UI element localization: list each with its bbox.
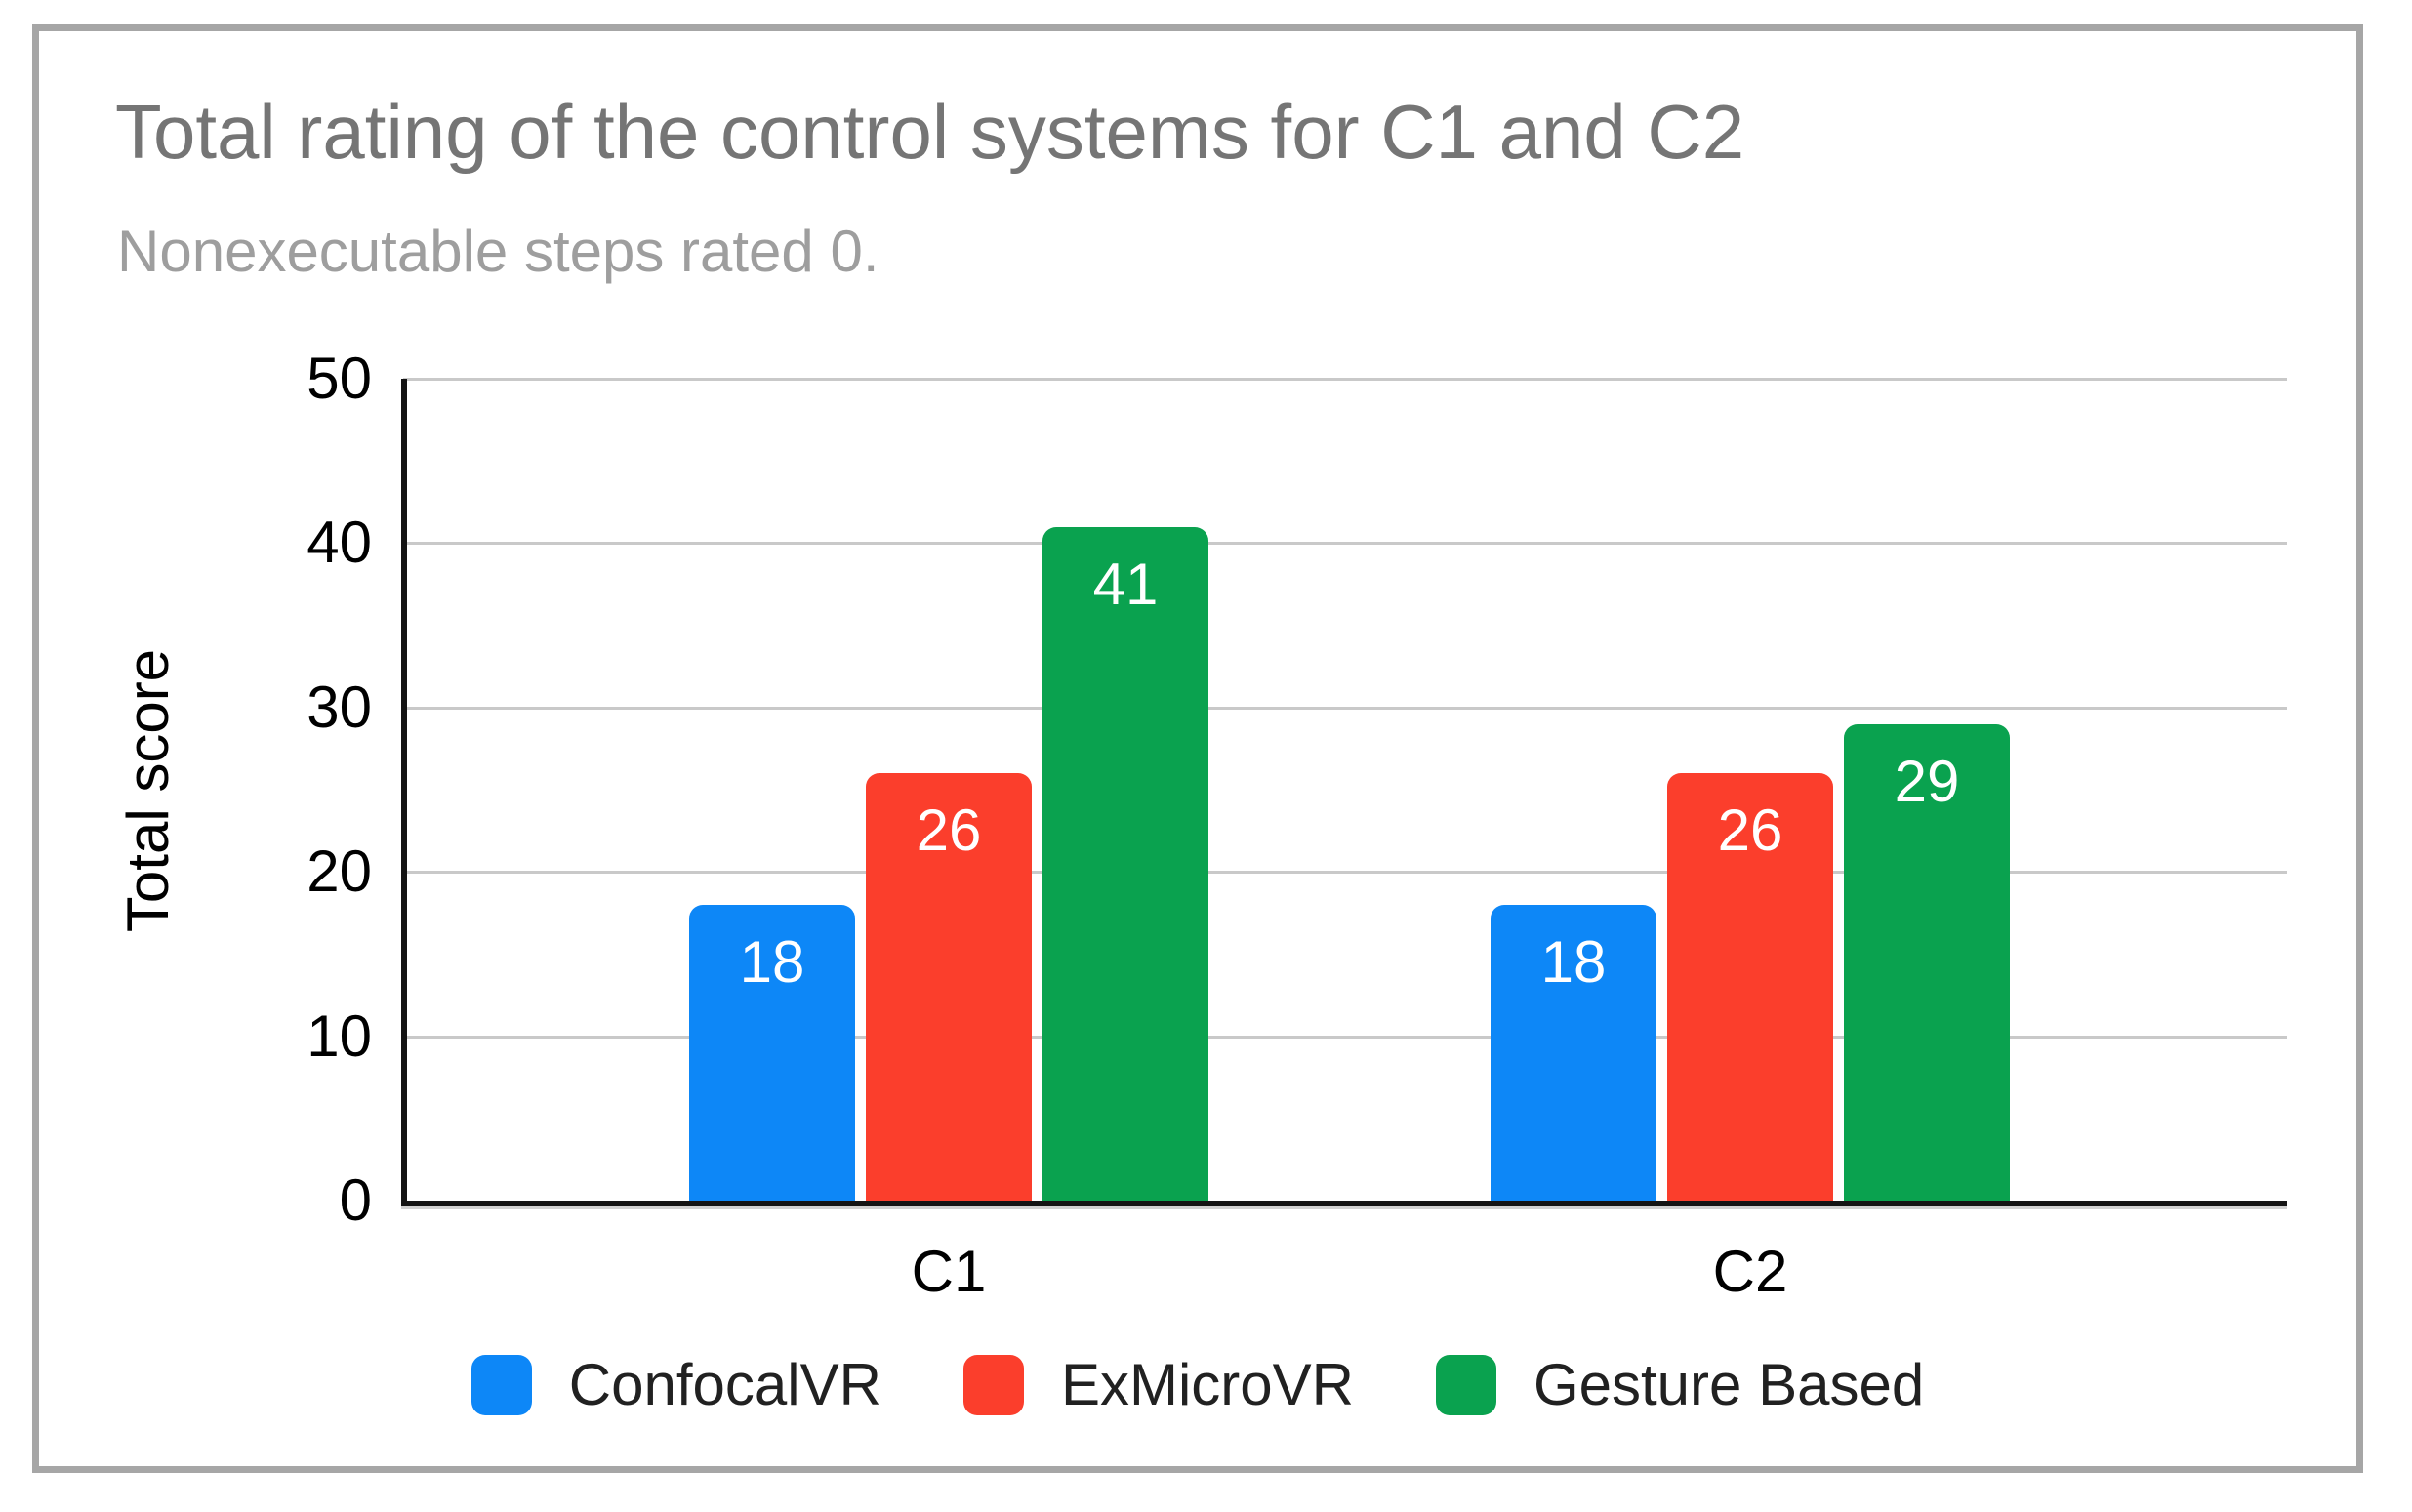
y-tick-label: 30: [307, 674, 372, 740]
bar-value-label: 26: [1717, 797, 1783, 863]
legend-label: ExMicroVR: [1060, 1352, 1354, 1417]
x-category-label: C1: [911, 1239, 987, 1304]
legend-item: Gesture Based: [1435, 1351, 1925, 1418]
chart-subtitle: Nonexecutable steps rated 0.: [117, 219, 879, 284]
bar: 41: [1042, 527, 1208, 1201]
legend-swatch: [470, 1354, 532, 1415]
legend-swatch: [962, 1354, 1024, 1415]
legend-item: ConfocalVR: [470, 1351, 881, 1418]
gridline: [403, 378, 2287, 381]
bar: 26: [866, 773, 1032, 1201]
chart-title: Total rating of the control systems for …: [115, 89, 1745, 175]
bar-value-label: 18: [1540, 929, 1607, 995]
chart-legend: ConfocalVR ExMicroVR Gesture Based: [39, 1351, 2356, 1418]
gridline: [403, 542, 2287, 546]
legend-item: ExMicroVR: [962, 1351, 1354, 1418]
y-tick-label: 50: [307, 346, 372, 411]
bar-value-label: 41: [1092, 552, 1159, 617]
y-tick-label: 40: [307, 510, 372, 576]
bar-value-label: 18: [739, 929, 805, 995]
y-axis-line: [401, 379, 407, 1206]
bar-value-label: 26: [916, 797, 982, 863]
y-tick-label: 10: [307, 1002, 372, 1069]
legend-swatch: [1435, 1354, 1496, 1415]
bar: 18: [1491, 905, 1656, 1201]
bar: 18: [689, 905, 855, 1201]
legend-label: ConfocalVR: [568, 1352, 881, 1417]
gridline: [403, 871, 2287, 875]
bar-group: 18 26 29: [1491, 724, 2010, 1201]
legend-label: Gesture Based: [1533, 1352, 1925, 1417]
bar: 26: [1667, 773, 1833, 1201]
y-tick-label: 20: [307, 838, 372, 905]
bar-group: 18 26 41: [689, 527, 1208, 1201]
chart-frame: Total rating of the control systems for …: [32, 24, 2363, 1473]
bar-value-label: 29: [1894, 749, 1960, 814]
x-axis-line: [401, 1201, 2287, 1206]
bar: 29: [1844, 724, 2010, 1201]
gridline: [403, 706, 2287, 710]
x-category-label: C2: [1712, 1239, 1788, 1304]
y-tick-label: 0: [339, 1167, 372, 1233]
gridline: [403, 1035, 2287, 1039]
